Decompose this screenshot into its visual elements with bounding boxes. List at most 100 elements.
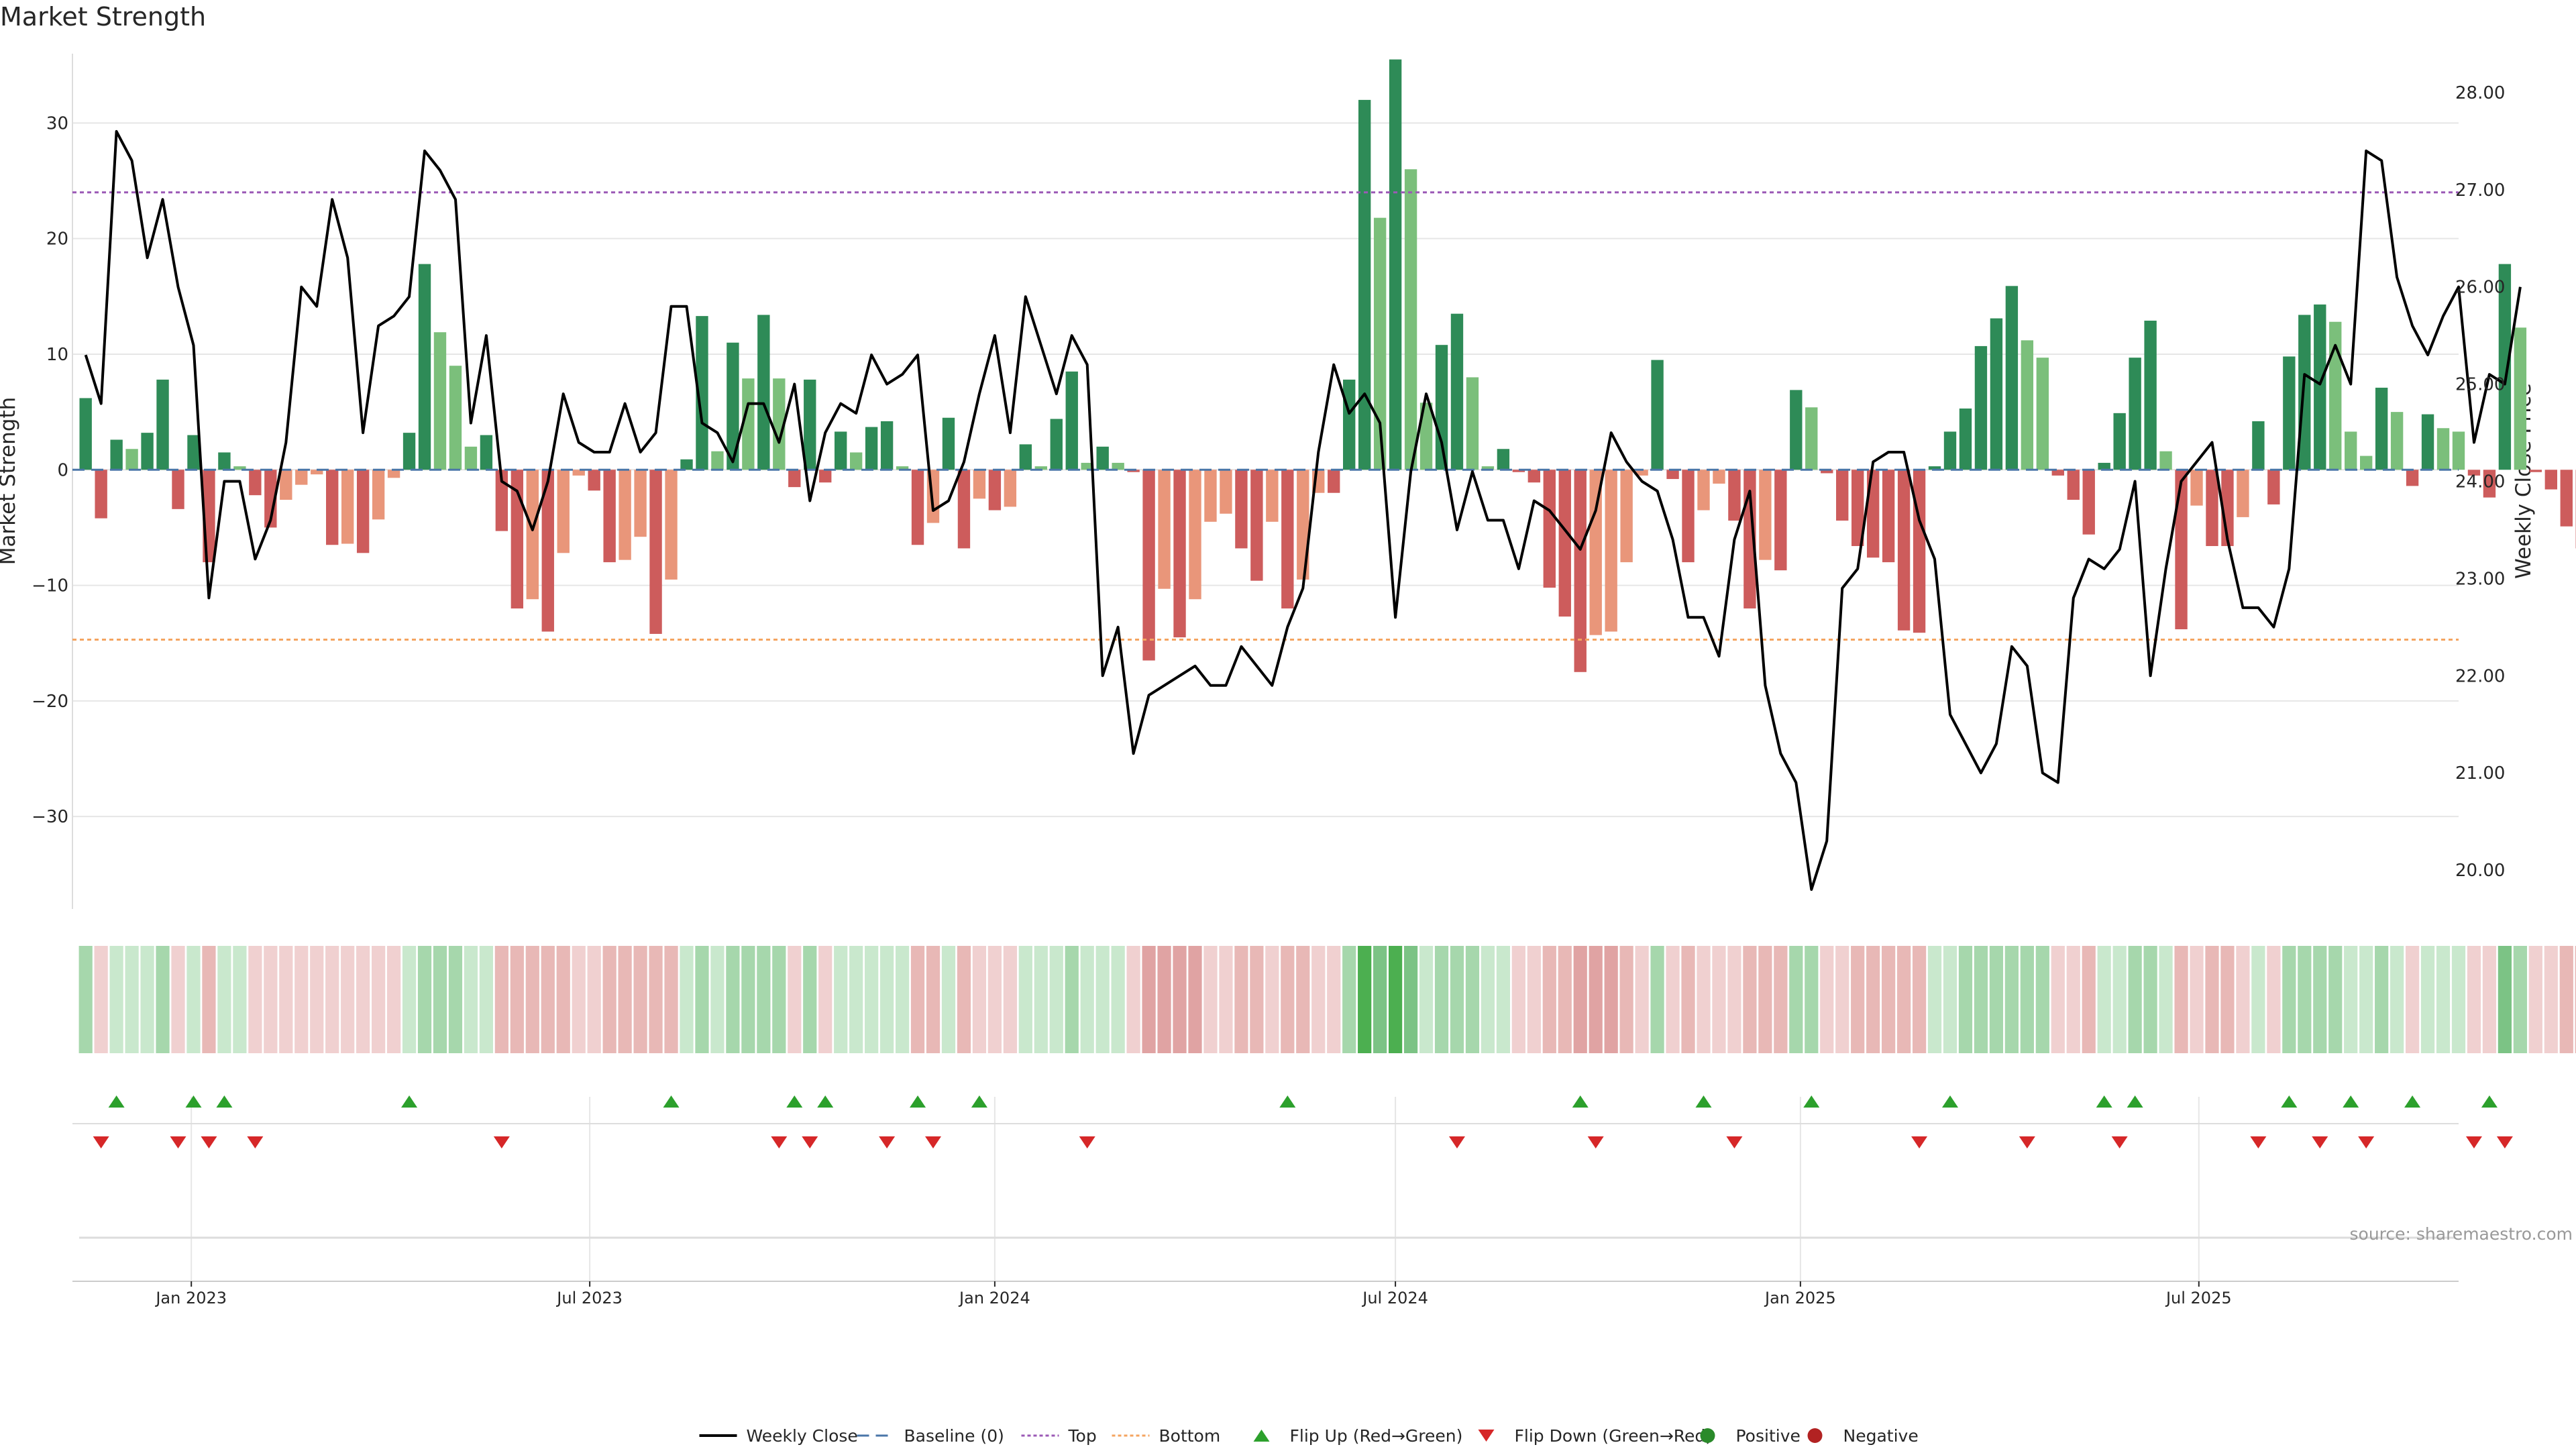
strip-cell bbox=[1866, 946, 1880, 1053]
flip-up-marker bbox=[1942, 1095, 1959, 1108]
strength-bar bbox=[2283, 356, 2296, 470]
strength-bar bbox=[233, 466, 246, 470]
strength-bar bbox=[911, 470, 924, 545]
flip-down-marker bbox=[2465, 1136, 2482, 1148]
strength-bar bbox=[1759, 470, 1772, 560]
strip-cell bbox=[1496, 946, 1510, 1053]
strip-cell bbox=[140, 946, 154, 1053]
strip-cell bbox=[1003, 946, 1017, 1053]
strength-bar bbox=[2421, 414, 2434, 470]
legend-marker bbox=[1253, 1430, 1270, 1442]
strength-bar bbox=[433, 332, 447, 470]
strip-cell bbox=[2344, 946, 2358, 1053]
strip-cell bbox=[941, 946, 956, 1053]
strip-cell bbox=[2020, 946, 2034, 1053]
strength-bar bbox=[1790, 390, 1803, 470]
strip-cell bbox=[1619, 946, 1633, 1053]
strip-cell bbox=[680, 946, 694, 1053]
strip-cell bbox=[2174, 946, 2188, 1053]
flip-up-marker bbox=[2096, 1095, 2112, 1108]
flip-down-marker bbox=[93, 1136, 109, 1148]
flip-down-marker bbox=[170, 1136, 186, 1148]
strip-cell bbox=[865, 946, 879, 1053]
strip-cell bbox=[895, 946, 910, 1053]
strip-cell bbox=[2205, 946, 2219, 1053]
strength-bar bbox=[1928, 466, 1941, 470]
strength-bar bbox=[464, 446, 478, 470]
strength-bar bbox=[2252, 421, 2265, 470]
strip-cell bbox=[879, 946, 894, 1053]
strip-cell bbox=[1573, 946, 1587, 1053]
strength-bar bbox=[495, 470, 508, 531]
strip-cell bbox=[1635, 946, 1649, 1053]
y-tick-label: 0 bbox=[57, 460, 68, 480]
flip-up-marker bbox=[1572, 1095, 1589, 1108]
strength-bar bbox=[757, 315, 770, 470]
strip-cell bbox=[1958, 946, 1973, 1053]
strip-cell bbox=[2328, 946, 2343, 1053]
legend-label: Bottom bbox=[1159, 1426, 1221, 1446]
strength-bar bbox=[1959, 408, 1972, 470]
flip-down-marker bbox=[1079, 1136, 1095, 1148]
strength-bar bbox=[1189, 470, 1201, 600]
strip-cell bbox=[464, 946, 478, 1053]
legend-label: Positive bbox=[1736, 1426, 1801, 1446]
strip-cell bbox=[510, 946, 524, 1053]
strength-bar bbox=[187, 435, 200, 470]
flip-down-marker bbox=[1448, 1136, 1465, 1148]
strip-cell bbox=[1450, 946, 1464, 1053]
strength-bar bbox=[402, 433, 416, 470]
strip-cell bbox=[356, 946, 370, 1053]
flip-down-marker bbox=[879, 1136, 896, 1148]
strip-cell bbox=[649, 946, 663, 1053]
strip-cell bbox=[1912, 946, 1927, 1053]
strip-cell bbox=[1126, 946, 1140, 1053]
strip-cell bbox=[1604, 946, 1618, 1053]
flip-up-marker bbox=[185, 1095, 202, 1108]
strip-cell bbox=[2128, 946, 2142, 1053]
flip-down-marker bbox=[2250, 1136, 2267, 1148]
strip-cell bbox=[2082, 946, 2096, 1053]
strength-bar bbox=[1389, 59, 1402, 470]
strength-bar bbox=[218, 452, 231, 470]
strip-cell bbox=[910, 946, 925, 1053]
strength-bar bbox=[1127, 470, 1140, 472]
strength-bar bbox=[1220, 470, 1232, 514]
strip-cell bbox=[1465, 946, 1480, 1053]
strength-bar bbox=[1450, 313, 1464, 470]
strength-bars bbox=[79, 59, 2576, 672]
y2-tick-labels: 28.00 27.00 26.00 25.00 24.00 23.00 22.00 21.00… bbox=[2455, 83, 2505, 881]
legend-label: Top bbox=[1068, 1426, 1097, 1446]
strength-bar bbox=[2314, 304, 2326, 470]
strip-cell bbox=[2220, 946, 2235, 1053]
y2-tick-label: 28.00 bbox=[2455, 83, 2505, 103]
strip-cell bbox=[1065, 946, 1079, 1053]
strength-bar bbox=[1343, 379, 1356, 470]
strip-cell bbox=[1358, 946, 1372, 1053]
strength-bar bbox=[2175, 470, 2188, 630]
y-tick-label: 10 bbox=[46, 345, 68, 365]
strength-bar bbox=[572, 470, 585, 476]
strip-cell bbox=[834, 946, 848, 1053]
strip-cell bbox=[1250, 946, 1264, 1053]
strip-cell bbox=[2035, 946, 2049, 1053]
y2-tick-label: 27.00 bbox=[2455, 180, 2505, 201]
strength-bar bbox=[896, 466, 909, 470]
strength-bar bbox=[1112, 462, 1124, 470]
strength-bar bbox=[2206, 470, 2218, 546]
strength-bar bbox=[2051, 470, 2064, 476]
strip-cell bbox=[926, 946, 941, 1053]
strip-cell bbox=[2143, 946, 2157, 1053]
strength-bar bbox=[2498, 264, 2512, 470]
strip-cell bbox=[94, 946, 108, 1053]
strength-bar bbox=[1774, 470, 1787, 571]
strip-cell bbox=[2390, 946, 2404, 1053]
strength-bar bbox=[2113, 413, 2126, 470]
strength-bar bbox=[172, 470, 184, 509]
strip-cell bbox=[1589, 946, 1603, 1053]
strength-bar bbox=[1158, 470, 1171, 589]
strip-cell bbox=[479, 946, 494, 1053]
flip-down-marker bbox=[201, 1136, 217, 1148]
strength-bar bbox=[1235, 470, 1248, 549]
strip-cell bbox=[2313, 946, 2327, 1053]
